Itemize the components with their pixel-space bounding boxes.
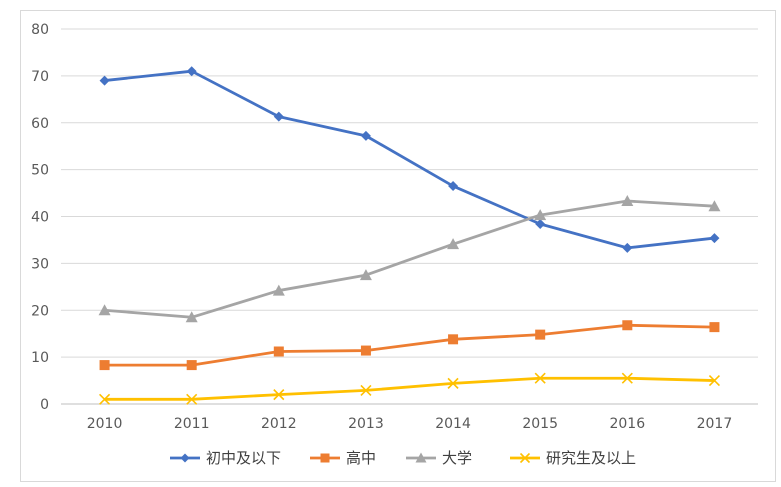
data-point-marker bbox=[273, 389, 285, 401]
data-point-marker bbox=[273, 346, 284, 357]
data-point-marker bbox=[448, 181, 459, 192]
y-tick-label: 40 bbox=[31, 210, 49, 226]
x-tick-label: 2016 bbox=[609, 416, 645, 432]
legend: 初中及以下 高中 大学 研究生及以上 bbox=[170, 449, 636, 467]
gridlines bbox=[61, 28, 758, 405]
legend-label: 研究生及以上 bbox=[546, 449, 636, 467]
data-point-marker bbox=[447, 377, 459, 389]
y-tick-label: 10 bbox=[31, 350, 49, 366]
data-point-marker bbox=[519, 452, 531, 464]
y-tick-label: 30 bbox=[31, 256, 49, 272]
data-point-marker bbox=[534, 372, 546, 384]
data-point-marker bbox=[535, 219, 546, 229]
series-square bbox=[99, 320, 720, 371]
data-point-marker bbox=[360, 130, 371, 141]
data-point-marker bbox=[621, 372, 633, 384]
y-tick-label: 20 bbox=[31, 303, 49, 319]
series-line bbox=[104, 323, 715, 367]
y-tick-label: 80 bbox=[31, 22, 49, 38]
x-tick-label: 2011 bbox=[174, 416, 210, 432]
data-point-marker bbox=[320, 453, 330, 463]
x-tick-label: 2014 bbox=[435, 416, 471, 432]
series-line bbox=[104, 376, 715, 401]
legend-label: 初中及以下 bbox=[206, 449, 281, 467]
series-diamond bbox=[99, 66, 720, 253]
data-point-marker bbox=[534, 209, 547, 221]
x-tick-label: 2010 bbox=[87, 416, 123, 432]
data-point-marker bbox=[360, 345, 371, 356]
data-point-marker bbox=[622, 242, 633, 253]
data-point-marker bbox=[185, 311, 198, 323]
data-point-marker bbox=[709, 322, 720, 333]
legend-item: 研究生及以上 bbox=[510, 449, 636, 467]
series-triangle bbox=[98, 195, 721, 323]
data-point-marker bbox=[708, 200, 721, 212]
x-tick-label: 2015 bbox=[522, 416, 558, 432]
data-point-marker bbox=[180, 453, 190, 463]
series-x bbox=[98, 372, 721, 405]
legend-label: 高中 bbox=[346, 449, 376, 467]
x-axis: 2010 2011 2012 2013 2014 2015 2016 2017 bbox=[87, 416, 733, 432]
data-point-marker bbox=[621, 195, 634, 207]
data-point-marker bbox=[99, 360, 110, 371]
data-point-marker bbox=[186, 393, 198, 405]
legend-label: 大学 bbox=[442, 449, 472, 467]
x-tick-label: 2013 bbox=[348, 416, 384, 432]
data-point-marker bbox=[98, 393, 111, 405]
y-tick-label: 60 bbox=[31, 116, 49, 132]
data-point-marker bbox=[272, 284, 285, 296]
data-point-marker bbox=[186, 360, 197, 371]
series-line bbox=[104, 69, 715, 250]
data-point-marker bbox=[447, 238, 460, 250]
data-point-marker bbox=[98, 304, 111, 316]
y-tick-label: 0 bbox=[40, 397, 49, 413]
data-point-marker bbox=[186, 66, 197, 77]
series-line bbox=[104, 199, 715, 319]
data-point-marker bbox=[273, 111, 284, 122]
data-point-marker bbox=[415, 452, 427, 463]
y-tick-label: 70 bbox=[31, 69, 49, 85]
legend-item: 大学 bbox=[406, 449, 472, 467]
data-point-marker bbox=[622, 320, 633, 331]
y-axis: 0 10 20 30 40 50 60 70 80 bbox=[31, 22, 49, 413]
legend-item: 初中及以下 bbox=[170, 449, 281, 467]
series-group bbox=[98, 66, 721, 405]
legend-item: 高中 bbox=[310, 449, 376, 467]
data-point-marker bbox=[360, 384, 372, 396]
x-tick-label: 2017 bbox=[697, 416, 733, 432]
x-tick-label: 2012 bbox=[261, 416, 297, 432]
data-point-marker bbox=[99, 75, 110, 86]
data-point-marker bbox=[535, 329, 546, 340]
data-point-marker bbox=[359, 269, 372, 281]
data-point-marker bbox=[448, 334, 459, 345]
data-point-marker bbox=[709, 233, 720, 244]
y-tick-label: 50 bbox=[31, 163, 49, 179]
data-point-marker bbox=[708, 374, 721, 387]
